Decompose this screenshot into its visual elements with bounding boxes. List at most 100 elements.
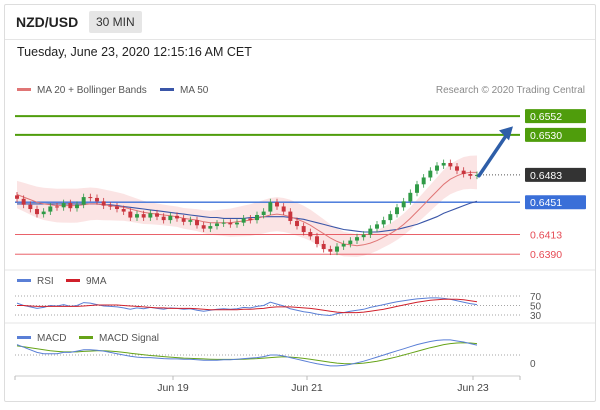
macd-line xyxy=(16,339,478,367)
candle-body xyxy=(155,213,159,217)
bollinger-band xyxy=(17,155,477,257)
candle-body xyxy=(235,222,239,225)
candle-body xyxy=(388,214,393,221)
candle-body xyxy=(448,162,453,167)
candle-body xyxy=(241,218,246,223)
forecast-arrow xyxy=(477,126,513,178)
candle-body xyxy=(81,197,86,205)
candle-body xyxy=(315,236,319,244)
candle-body xyxy=(188,220,193,222)
candle-body xyxy=(468,174,473,176)
candle-body xyxy=(75,204,79,209)
rsi-legend-label: RSI xyxy=(37,276,54,287)
rsi-tick-label: 30 xyxy=(530,311,542,322)
candle-body xyxy=(121,209,126,212)
current-price-tag-label: 0.6483 xyxy=(530,170,562,182)
candle-body xyxy=(28,204,33,210)
candle-body xyxy=(15,195,19,199)
candle-body xyxy=(368,228,373,235)
candle-body xyxy=(428,170,433,178)
candle-body xyxy=(35,209,39,215)
rsi-ma-line xyxy=(17,298,478,314)
macd-signal-line xyxy=(16,342,478,365)
candle-body xyxy=(135,214,139,218)
rsi-line xyxy=(16,297,478,317)
candle-body xyxy=(48,206,53,212)
resistance-tag xyxy=(525,127,586,142)
chart-header: NZD/USD 30 MIN xyxy=(5,5,595,40)
candle-body xyxy=(175,215,179,219)
rsi-ma-legend-label: 9MA xyxy=(86,276,107,287)
candle-body xyxy=(381,220,386,225)
resistance-tag-label: 0.6552 xyxy=(530,111,562,123)
candle-body xyxy=(168,215,173,221)
candle-body xyxy=(108,205,113,207)
candle-body xyxy=(341,243,346,247)
x-tick-label: Jun 21 xyxy=(291,382,323,394)
current-price-tag xyxy=(525,167,586,182)
candle-body xyxy=(161,216,166,221)
candle-body xyxy=(335,246,339,252)
candle-body xyxy=(415,184,419,193)
candle-body xyxy=(441,162,446,166)
candle-body xyxy=(421,177,426,185)
pivot-tag xyxy=(525,195,586,210)
ma20-legend-label: MA 20 + Bollinger Bands xyxy=(37,85,147,96)
candle-body xyxy=(215,223,219,227)
macd-legend-swatch xyxy=(17,336,31,339)
candle-body xyxy=(55,206,59,208)
forecast-arrow-head xyxy=(499,126,513,141)
candle-body xyxy=(61,203,66,208)
ma50-legend-swatch xyxy=(160,88,174,91)
bollinger-band-area xyxy=(17,155,477,257)
timeframe-button[interactable]: 30 MIN xyxy=(89,11,142,33)
candle-body xyxy=(195,220,199,226)
price-levels xyxy=(15,115,520,255)
candle-body xyxy=(95,197,99,202)
candle-body xyxy=(288,211,293,221)
timestamp: Tuesday, June 23, 2020 12:15:16 AM CET xyxy=(17,45,252,59)
macd-panel: 0 xyxy=(15,339,536,370)
candle-body xyxy=(455,166,459,171)
macd-legend-label: MACD xyxy=(37,333,66,344)
price-tags: 0.6552 0.6530 0.6483 0.6451 0.6413 0.6390 xyxy=(525,109,586,261)
candle-body xyxy=(128,211,133,218)
candle-body xyxy=(88,197,93,199)
candle-body xyxy=(21,198,26,205)
candle-body xyxy=(115,206,119,210)
ma20-legend-swatch xyxy=(17,88,31,91)
candle-body xyxy=(395,207,399,215)
candle-body xyxy=(435,165,439,171)
chart-card: NZD/USD 30 MIN Tuesday, June 23, 2020 12… xyxy=(4,4,596,402)
candle-body xyxy=(41,211,46,215)
candle-body xyxy=(301,226,306,233)
candle-body xyxy=(281,206,286,212)
candle-body xyxy=(308,232,313,237)
candle-body xyxy=(248,218,253,221)
candle-body xyxy=(228,222,233,225)
support-label: 0.6413 xyxy=(530,230,562,242)
candle-body xyxy=(461,170,466,175)
candle-body xyxy=(348,240,353,244)
ma50-legend-label: MA 50 xyxy=(180,85,209,96)
candle-body xyxy=(361,234,366,238)
x-tick-label: Jun 23 xyxy=(457,382,489,394)
candle-body xyxy=(221,222,226,224)
credit-label: Research © 2020 Trading Central xyxy=(436,85,585,96)
candle-body xyxy=(475,174,479,176)
candle-body xyxy=(355,237,359,241)
resistance-tag xyxy=(525,109,586,124)
chart-canvas: MA 20 + Bollinger Bands MA 50 Research ©… xyxy=(5,85,595,394)
macd-tick-label: 0 xyxy=(530,359,536,370)
candle-body xyxy=(255,214,259,221)
rsi-tick-label: 50 xyxy=(530,302,542,313)
pivot-tag-label: 0.6451 xyxy=(530,197,562,209)
support-label: 0.6390 xyxy=(530,249,562,261)
forecast-arrow-shaft xyxy=(477,132,509,178)
macd-signal-legend-swatch xyxy=(79,336,93,339)
candle-body xyxy=(201,225,206,229)
candle-body xyxy=(208,226,213,229)
candle-body xyxy=(275,202,279,207)
candle-body xyxy=(181,218,186,222)
candle-body xyxy=(261,211,266,215)
